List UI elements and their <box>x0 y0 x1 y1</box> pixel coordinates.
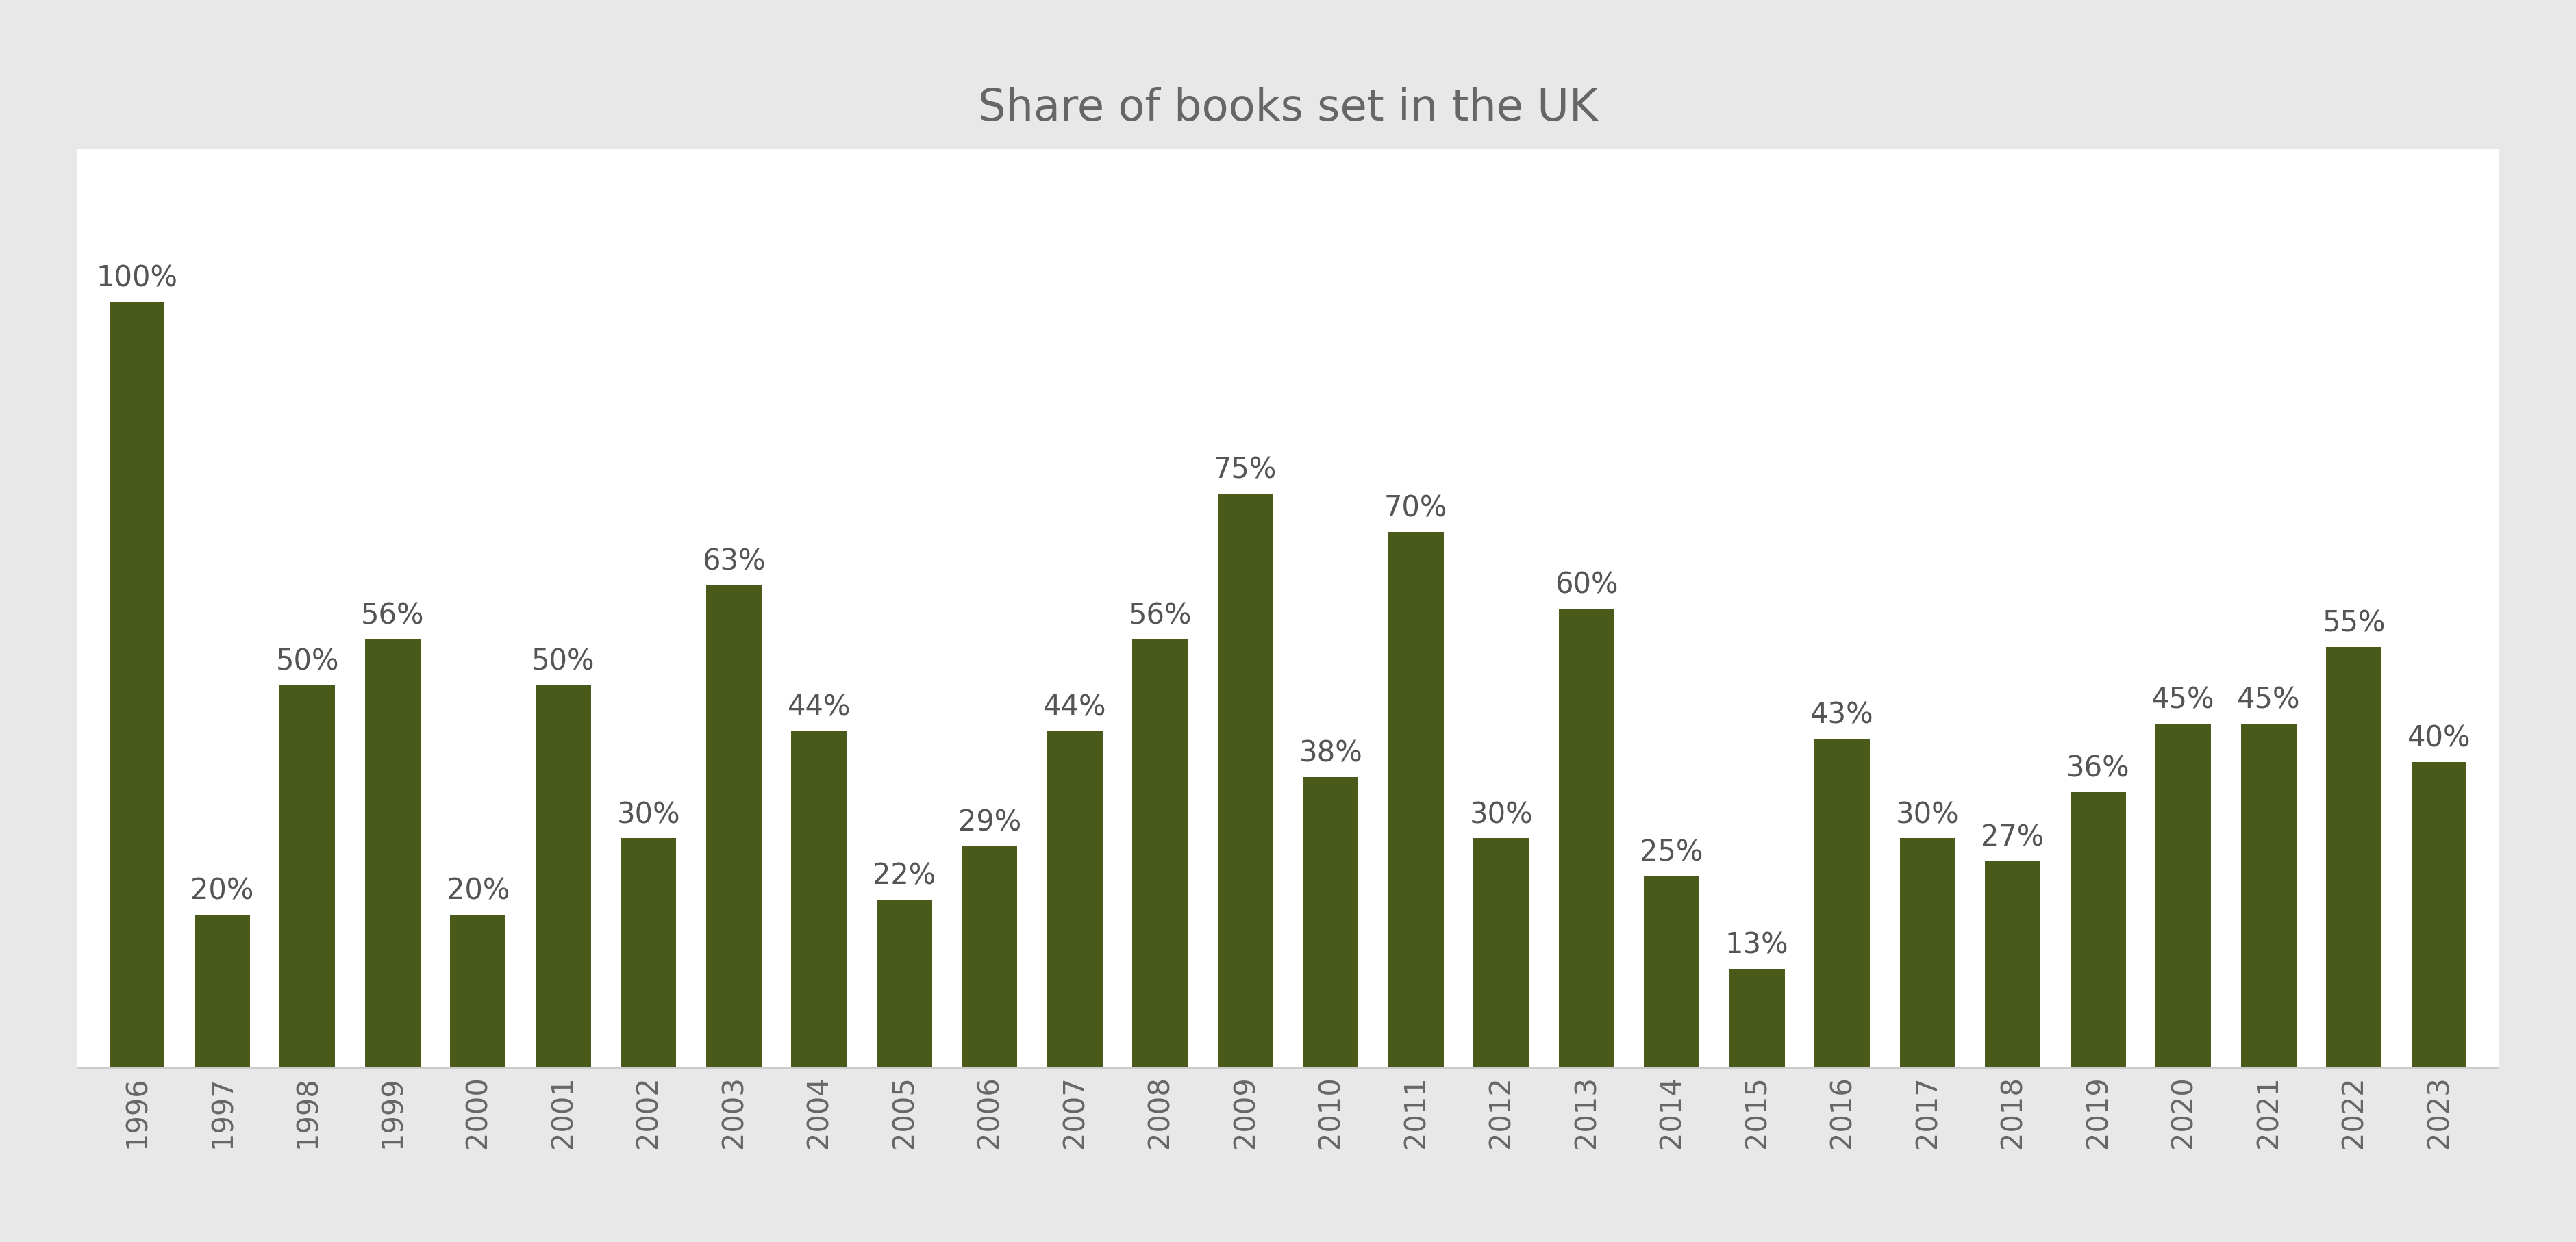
Bar <box>1218 493 1273 1068</box>
Text: 56%: 56% <box>1128 601 1193 630</box>
Text: 20%: 20% <box>191 877 255 905</box>
Text: 50%: 50% <box>276 647 340 676</box>
Bar <box>2071 792 2125 1068</box>
Bar <box>1303 777 1358 1068</box>
Bar <box>366 640 420 1068</box>
Text: 44%: 44% <box>1043 693 1108 722</box>
Title: Share of books set in the UK: Share of books set in the UK <box>979 87 1597 129</box>
Bar <box>1728 969 1785 1068</box>
Text: 30%: 30% <box>616 800 680 830</box>
Bar <box>451 915 505 1068</box>
Bar <box>1814 739 1870 1068</box>
Text: 30%: 30% <box>1468 800 1533 830</box>
Bar <box>876 899 933 1068</box>
Text: 27%: 27% <box>1981 823 2045 852</box>
Bar <box>621 838 677 1068</box>
Text: 70%: 70% <box>1383 494 1448 523</box>
Bar <box>536 686 590 1068</box>
Bar <box>1558 609 1615 1068</box>
Text: 40%: 40% <box>2409 724 2470 753</box>
Bar <box>1133 640 1188 1068</box>
Bar <box>1473 838 1530 1068</box>
Text: 29%: 29% <box>958 809 1020 837</box>
Text: 60%: 60% <box>1556 570 1618 600</box>
Text: 50%: 50% <box>531 647 595 676</box>
Bar <box>1643 877 1700 1068</box>
Text: 38%: 38% <box>1298 739 1363 768</box>
Text: 55%: 55% <box>2321 609 2385 637</box>
Bar <box>281 686 335 1068</box>
Text: 75%: 75% <box>1213 456 1278 484</box>
Bar <box>1388 532 1443 1068</box>
Bar <box>791 732 848 1068</box>
Bar <box>2411 761 2468 1068</box>
Text: 44%: 44% <box>788 693 850 722</box>
Text: 20%: 20% <box>446 877 510 905</box>
Text: 63%: 63% <box>703 548 765 576</box>
Bar <box>1986 862 2040 1068</box>
Text: 43%: 43% <box>1811 700 1873 729</box>
Bar <box>1046 732 1103 1068</box>
Text: 100%: 100% <box>95 265 178 293</box>
Bar <box>2326 647 2380 1068</box>
Text: 30%: 30% <box>1896 800 1960 830</box>
Text: 22%: 22% <box>873 862 935 891</box>
Bar <box>1899 838 1955 1068</box>
Bar <box>108 302 165 1068</box>
Text: 36%: 36% <box>2066 754 2130 784</box>
Bar <box>706 586 762 1068</box>
Text: 45%: 45% <box>2236 686 2300 714</box>
Text: 45%: 45% <box>2151 686 2215 714</box>
Text: 25%: 25% <box>1641 838 1703 867</box>
Bar <box>2241 723 2295 1068</box>
Bar <box>2156 723 2210 1068</box>
Text: 56%: 56% <box>361 601 425 630</box>
Bar <box>961 846 1018 1068</box>
Bar <box>196 915 250 1068</box>
Text: 13%: 13% <box>1726 930 1788 959</box>
